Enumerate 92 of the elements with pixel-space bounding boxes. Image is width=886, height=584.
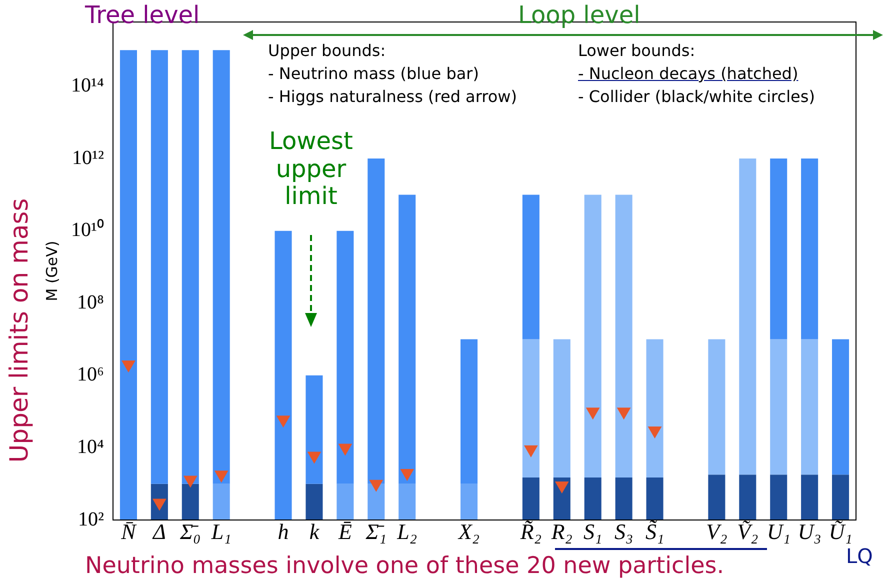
y-tick-label: 10⁴ [77,436,104,458]
x-tick-label: Δ [152,518,166,544]
y-axis-title: M (GeV) [42,240,61,302]
y-tick-label: 10⁸ [77,291,104,314]
point [524,445,538,457]
point [338,444,352,456]
y-tick-label: 10¹⁴ [71,74,104,97]
bar [368,484,385,520]
bar [708,474,726,520]
bar [460,484,478,520]
annotation: - Neutrino mass (blue bar) [268,64,479,84]
x-tick-label: Ē [337,518,352,544]
point [184,476,197,488]
bar [739,158,756,475]
x-tick-label: U₁ [766,518,790,544]
y-tick-label: 10⁶ [77,364,104,386]
annotation: Loop level [518,1,640,30]
bar [274,230,292,520]
x-tick-label: U₃ [798,518,822,544]
bar [739,474,756,520]
bar [120,50,137,520]
point [586,408,600,420]
bar [615,194,632,478]
annotation: Upper bounds: [268,41,386,60]
bar [522,477,540,520]
x-tick-label: N̄ [120,518,138,544]
bar [770,474,788,520]
bar [336,484,354,520]
y-tick-label: 10¹² [72,146,104,169]
bar [801,339,818,475]
x-tick-label: R₂ [550,518,573,544]
x-tick-label: X₂ [457,518,480,544]
point [400,468,414,480]
point [617,408,630,420]
bar [553,339,570,478]
bar [336,230,354,484]
bar [306,484,323,520]
annotation: Tree level [85,1,200,30]
y-tick-label: 10¹⁰ [71,218,104,242]
text: Upper limits on mass [4,197,34,465]
x-tick-label: S₃ [614,518,634,544]
y-tick-label: 10² [78,508,104,530]
bar [801,474,818,520]
bar [646,339,664,478]
bar [584,194,602,478]
text: Neutrino masses involve one of these 20 new particles. [85,553,724,580]
bar [770,158,788,340]
bar [522,194,540,340]
bar [832,474,850,520]
x-tick-label: L₂ [396,518,418,544]
bar [801,158,818,340]
point [370,480,383,492]
bar [368,158,385,484]
bar [646,477,664,520]
annotation: Lower bounds: [578,41,696,60]
annotation: - Higgs naturalness (red arrow) [268,87,517,106]
bar [708,339,726,475]
bar [182,484,199,520]
point [308,452,321,464]
annotation: Lowest upper limit [268,127,354,211]
bar [212,50,230,484]
annotation: - Collider (black/white circles) [578,87,815,106]
bar [770,339,788,475]
bar [306,375,323,484]
annotation: - Nucleon decays (hatched) [578,64,798,84]
x-tick-label: R̃₂ [519,518,542,544]
x-tick-label: V₂ [706,518,728,544]
bar [212,484,230,520]
bar [460,339,478,484]
point [648,426,662,438]
bar [584,477,602,520]
x-tick-label: Ṽ₂ [737,518,759,544]
point [122,360,136,372]
point [555,482,568,494]
x-tick-label: S₁ [584,518,602,544]
x-tick-label: Ũ₁ [828,518,852,544]
x-tick-label: L₁ [210,518,232,544]
bar [150,50,168,484]
bar [398,194,416,484]
x-tick-label: S̃₁ [645,518,664,544]
bar [832,339,850,475]
bar [615,477,632,520]
point [276,416,290,428]
x-tick-label: Σ̄₁ [364,518,387,544]
x-tick-label: Σ̄₀ [179,518,201,544]
bar [398,484,416,520]
text: LQ [846,544,873,568]
x-tick-label: k [309,518,320,544]
point [214,470,228,482]
bar [182,50,199,484]
bar [522,339,540,478]
x-tick-label: h [278,518,289,544]
